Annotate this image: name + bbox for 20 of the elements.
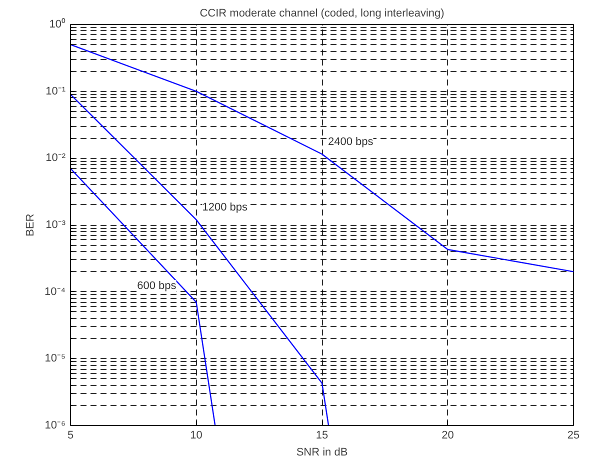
y-tick-label: 10⁻⁶	[44, 420, 66, 432]
x-tick-label: 25	[567, 430, 580, 442]
x-tick-label: 20	[442, 430, 454, 442]
y-axis-title: BER	[24, 214, 37, 236]
y-tick-label: 10⁻⁴	[44, 286, 66, 298]
x-tick-label: 15	[316, 430, 328, 442]
y-tick-label: 10⁻²	[46, 152, 66, 164]
chart-title: CCIR moderate channel (coded, long interleaving)	[200, 8, 444, 20]
series-label: 1200 bps	[202, 202, 248, 214]
y-tick-label: 10⁻³	[46, 219, 66, 231]
y-tick-label: 10⁻⁵	[44, 352, 66, 365]
series-label: 600 bps	[137, 280, 177, 292]
x-axis-title: SNR in dB	[296, 446, 348, 458]
y-tick-label: 10⁰	[49, 18, 66, 30]
y-tick-label: 10⁻¹	[46, 85, 66, 98]
x-tick-label: 10	[190, 430, 202, 442]
series-label: 2400 bps	[328, 136, 374, 148]
line-series	[70, 94, 330, 426]
line-series	[70, 44, 574, 272]
x-tick-label: 5	[67, 430, 74, 442]
